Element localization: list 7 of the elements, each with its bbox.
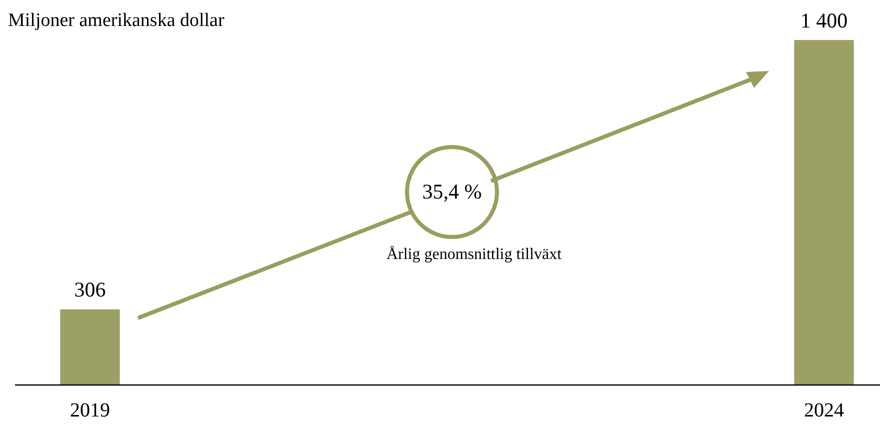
x-tick-label: 2019 [70, 399, 110, 422]
x-tick-label: 2024 [804, 399, 844, 422]
annotation: Årlig genomsnittlig tillväxt [386, 246, 562, 264]
data-label: 1 400 [800, 8, 848, 32]
data-label: 306 [74, 278, 106, 302]
annotation: 35,4 % [422, 180, 482, 204]
y-axis-title: Miljoner amerikanska dollar [8, 10, 224, 32]
